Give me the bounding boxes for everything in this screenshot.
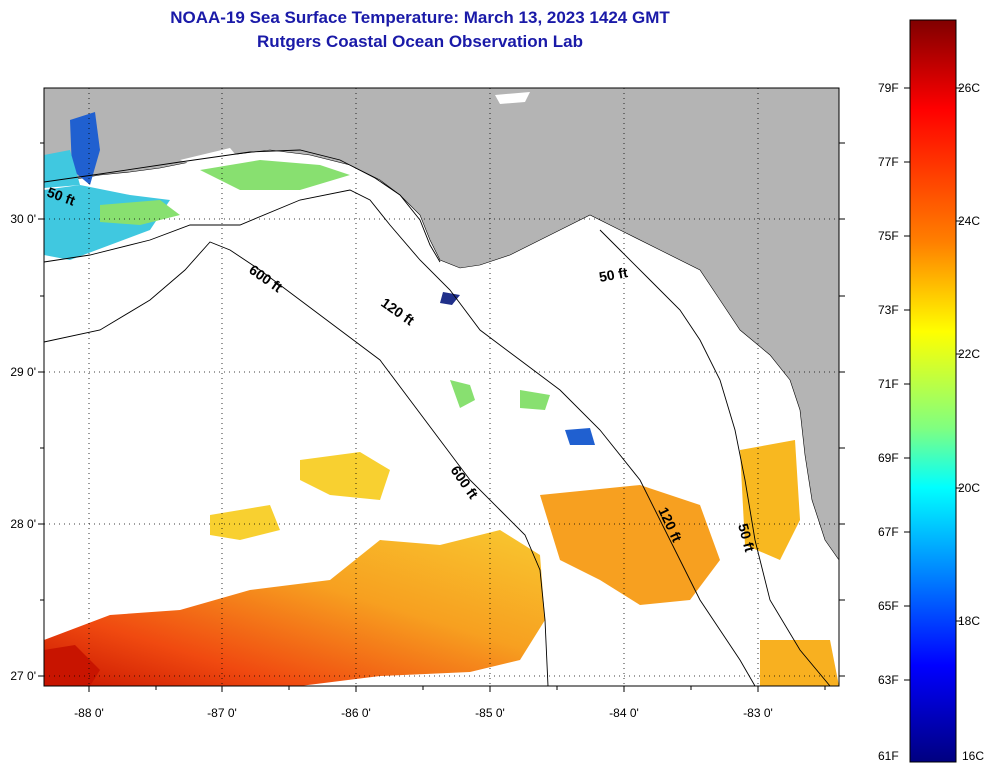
colorbar: [909, 19, 957, 763]
contour-120ft: [43, 189, 756, 687]
colorbar-f-label: 77F: [878, 155, 899, 169]
colorbar-f-label: 75F: [878, 229, 899, 243]
lon-tick-label: -86 0': [341, 706, 371, 720]
colorbar-f-label: 61F: [878, 749, 899, 763]
lat-tick-label: 29 0': [10, 365, 36, 379]
colorbar-f-label: 79F: [878, 81, 899, 95]
lon-tick-label: -87 0': [207, 706, 237, 720]
lat-tick-label: 30 0': [10, 212, 36, 226]
contour-600ft: [43, 241, 549, 687]
map-title: NOAA-19 Sea Surface Temperature: March 1…: [170, 8, 670, 27]
colorbar-f-label: 69F: [878, 451, 899, 465]
colorbar-f-label: 71F: [878, 377, 899, 391]
colorbar-c-label: 16C: [962, 749, 984, 763]
colorbar-c-label: 22C: [958, 347, 980, 361]
colorbar-c-label: 18C: [958, 614, 980, 628]
lat-labels: 30 0' 29 0' 28 0' 27 0': [10, 212, 36, 683]
map-subtitle: Rutgers Coastal Ocean Observation Lab: [257, 32, 583, 51]
map-frame: [43, 87, 840, 687]
contour-50ft-west: [43, 149, 441, 263]
lat-tick-label: 28 0': [10, 517, 36, 531]
contour-label: 50 ft: [598, 264, 629, 285]
colorbar-f-label: 63F: [878, 673, 899, 687]
lon-labels: -88 0' -87 0' -86 0' -85 0' -84 0' -83 0…: [74, 706, 773, 720]
colorbar-c-label: 24C: [958, 214, 980, 228]
colorbar-f-label: 67F: [878, 525, 899, 539]
lon-tick-label: -84 0': [609, 706, 639, 720]
colorbar-f-label: 73F: [878, 303, 899, 317]
contour-label: 50 ft: [735, 522, 758, 554]
bathymetry-contours: [43, 149, 831, 687]
colorbar-c-label: 26C: [958, 81, 980, 95]
colorbar-f-labels: 79F 77F 75F 73F 71F 69F 67F 65F 63F 61F: [878, 81, 899, 763]
colorbar-c-labels: 26C 24C 22C 20C 18C 16C: [958, 81, 984, 763]
colorbar-c-label: 20C: [958, 481, 980, 495]
lat-tick-label: 27 0': [10, 669, 36, 683]
colorbar-ticks: [904, 87, 962, 681]
colorbar-f-label: 65F: [878, 599, 899, 613]
contour-50ft-east: [599, 229, 831, 687]
lon-tick-label: -88 0': [74, 706, 104, 720]
bay: [495, 92, 530, 104]
lon-tick-label: -85 0': [475, 706, 505, 720]
sst-patches: [44, 112, 839, 686]
tick-marks: [38, 142, 845, 692]
lon-tick-label: -83 0': [743, 706, 773, 720]
